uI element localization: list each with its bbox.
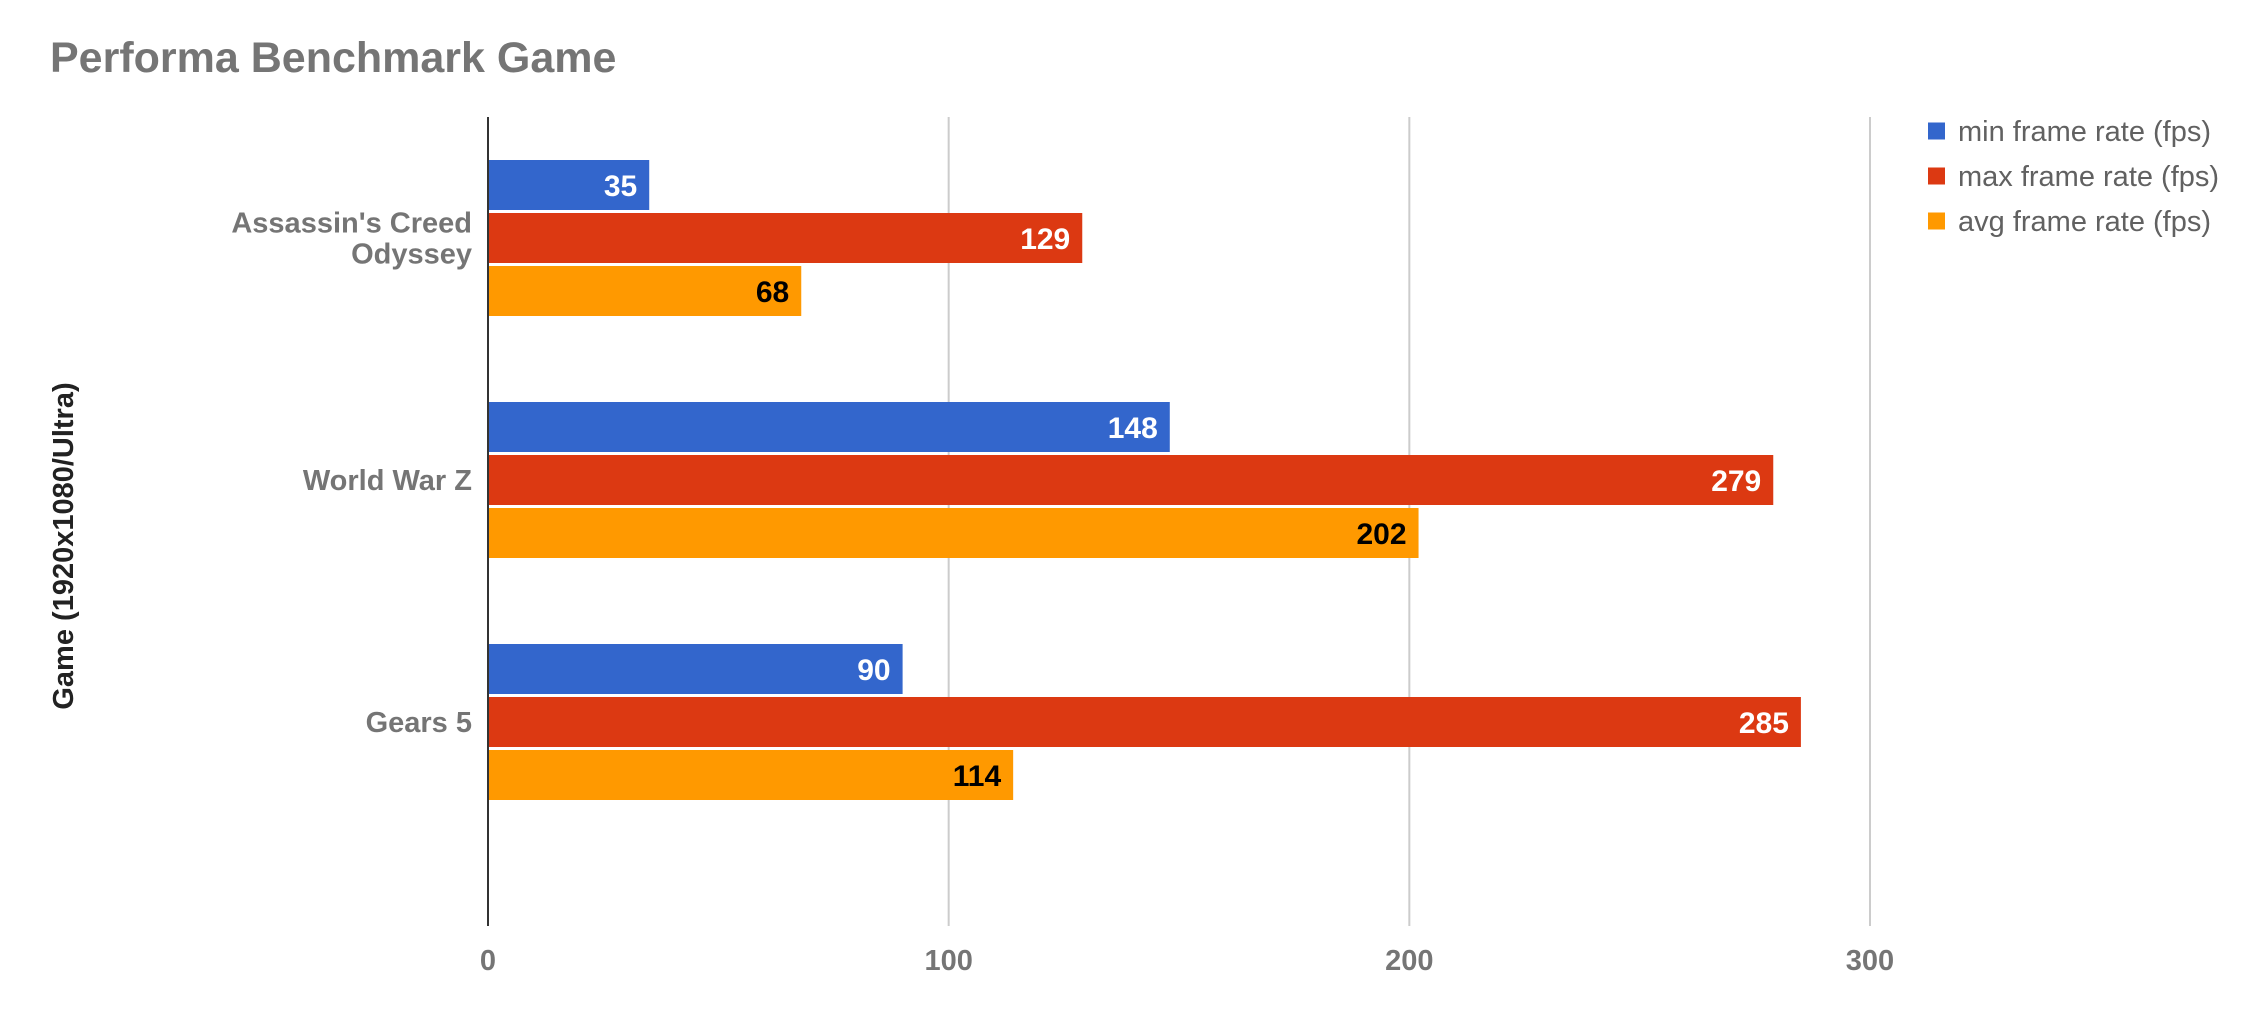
legend-label-0: min frame rate (fps) — [1958, 116, 2211, 148]
data-label-0-2: 68 — [756, 276, 789, 309]
x-tick-label-0: 0 — [480, 945, 496, 977]
data-label-2-0: 90 — [857, 654, 890, 687]
category-label-line: World War Z — [303, 465, 472, 497]
bars: 35 129 68 148 279 202 90 285 114 — [488, 160, 1801, 800]
bar-0-1 — [488, 213, 1083, 263]
bar-1-1 — [488, 455, 1774, 505]
bar-1-0 — [488, 402, 1170, 452]
legend: min frame rate (fps) max frame rate (fps)… — [1928, 116, 2219, 238]
data-label-1-2: 202 — [1356, 518, 1406, 551]
legend-swatch-1 — [1928, 167, 1945, 185]
category-label-0: Assassin's Creed Odyssey — [231, 208, 472, 271]
bar-2-0 — [488, 644, 903, 694]
category-label-1: World War Z — [303, 465, 472, 497]
x-tick-label-300: 300 — [1846, 945, 1894, 977]
data-label-2-2: 114 — [953, 760, 1002, 793]
legend-swatch-2 — [1928, 212, 1945, 230]
bar-2-1 — [488, 697, 1801, 747]
axes: 0 100 200 300 Assassin's Creed Odyssey World W… — [231, 117, 1894, 977]
bar-2-2 — [488, 750, 1014, 800]
x-tick-label-200: 200 — [1385, 945, 1433, 977]
data-label-1-1: 279 — [1711, 465, 1761, 498]
bar-1-2 — [488, 508, 1419, 558]
bar-0-0 — [488, 160, 650, 210]
data-label-0-0: 35 — [604, 170, 637, 203]
y-axis-label: Game (1920x1080/Ultra) — [48, 382, 80, 709]
bar-0-2 — [488, 266, 802, 316]
legend-label-1: max frame rate (fps) — [1958, 161, 2219, 193]
category-label-line: Gears 5 — [366, 707, 472, 739]
data-label-0-1: 129 — [1020, 223, 1070, 256]
legend-label-2: avg frame rate (fps) — [1958, 206, 2211, 238]
data-label-2-1: 285 — [1739, 707, 1789, 740]
x-tick-label-100: 100 — [924, 945, 972, 977]
category-label-line: Assassin's Creed — [231, 208, 472, 240]
legend-swatch-0 — [1928, 122, 1945, 140]
category-label-2: Gears 5 — [366, 707, 472, 739]
chart-title: Performa Benchmark Game — [50, 34, 616, 82]
data-label-1-0: 148 — [1108, 412, 1158, 445]
category-label-line: Odyssey — [351, 239, 472, 271]
